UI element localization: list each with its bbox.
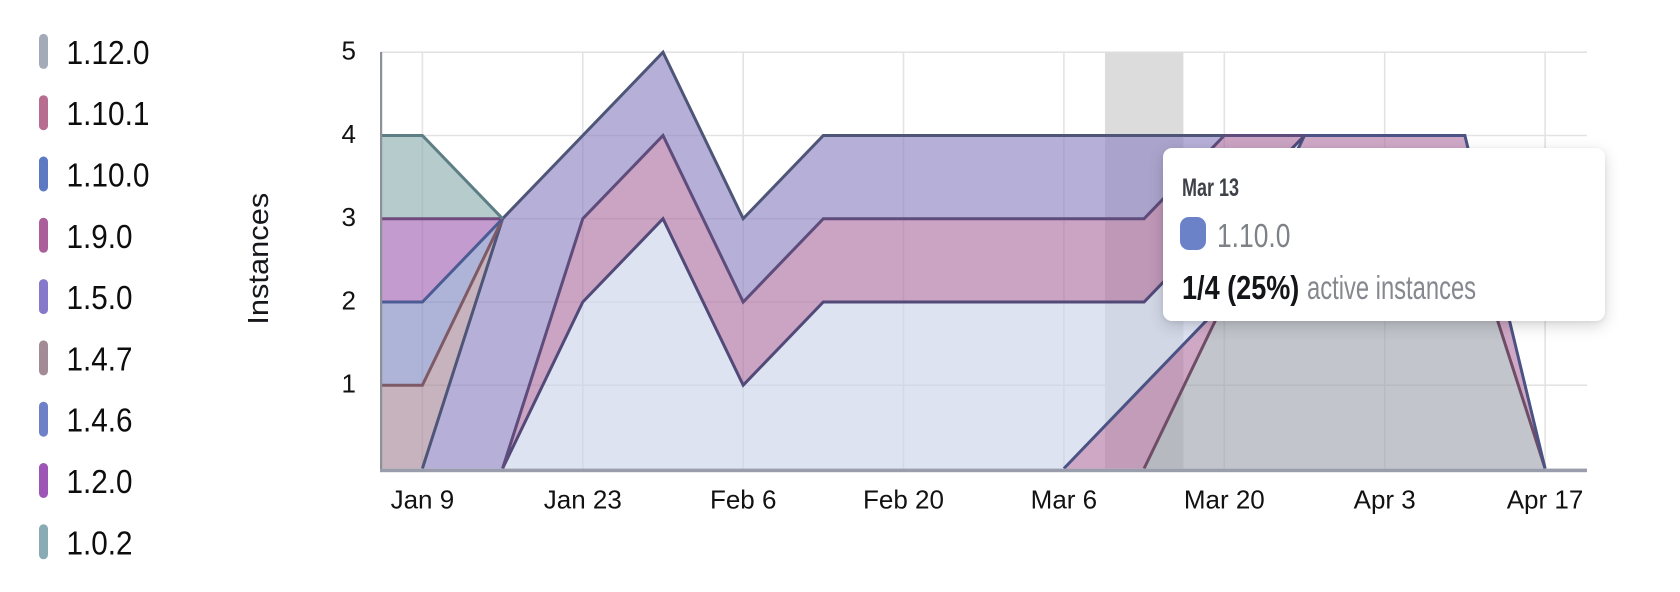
svg-text:1.10.0: 1.10.0 xyxy=(67,157,150,194)
svg-text:1.2.0: 1.2.0 xyxy=(67,463,133,500)
svg-text:Jan 23: Jan 23 xyxy=(544,485,622,515)
svg-text:1.0.2: 1.0.2 xyxy=(67,524,133,561)
svg-text:1.9.0: 1.9.0 xyxy=(67,218,133,255)
svg-text:Feb 20: Feb 20 xyxy=(863,485,944,515)
svg-text:1.10.1: 1.10.1 xyxy=(67,95,150,132)
svg-text:3: 3 xyxy=(342,202,356,232)
svg-text:1.4.7: 1.4.7 xyxy=(67,340,133,377)
svg-text:Jan 9: Jan 9 xyxy=(391,485,455,515)
svg-text:4: 4 xyxy=(342,119,356,149)
svg-text:5: 5 xyxy=(342,36,356,66)
svg-text:1.4.6: 1.4.6 xyxy=(67,402,133,439)
svg-text:Instances: Instances xyxy=(243,193,275,325)
svg-text:Apr 17: Apr 17 xyxy=(1507,485,1584,515)
svg-text:Mar 6: Mar 6 xyxy=(1031,485,1097,515)
svg-text:1: 1 xyxy=(342,369,356,399)
svg-text:Mar 20: Mar 20 xyxy=(1184,485,1265,515)
svg-text:1.5.0: 1.5.0 xyxy=(67,279,133,316)
svg-text:2: 2 xyxy=(342,286,356,316)
svg-text:Apr 3: Apr 3 xyxy=(1354,485,1416,515)
svg-text:Feb 6: Feb 6 xyxy=(710,485,777,515)
svg-text:1.12.0: 1.12.0 xyxy=(67,34,150,71)
